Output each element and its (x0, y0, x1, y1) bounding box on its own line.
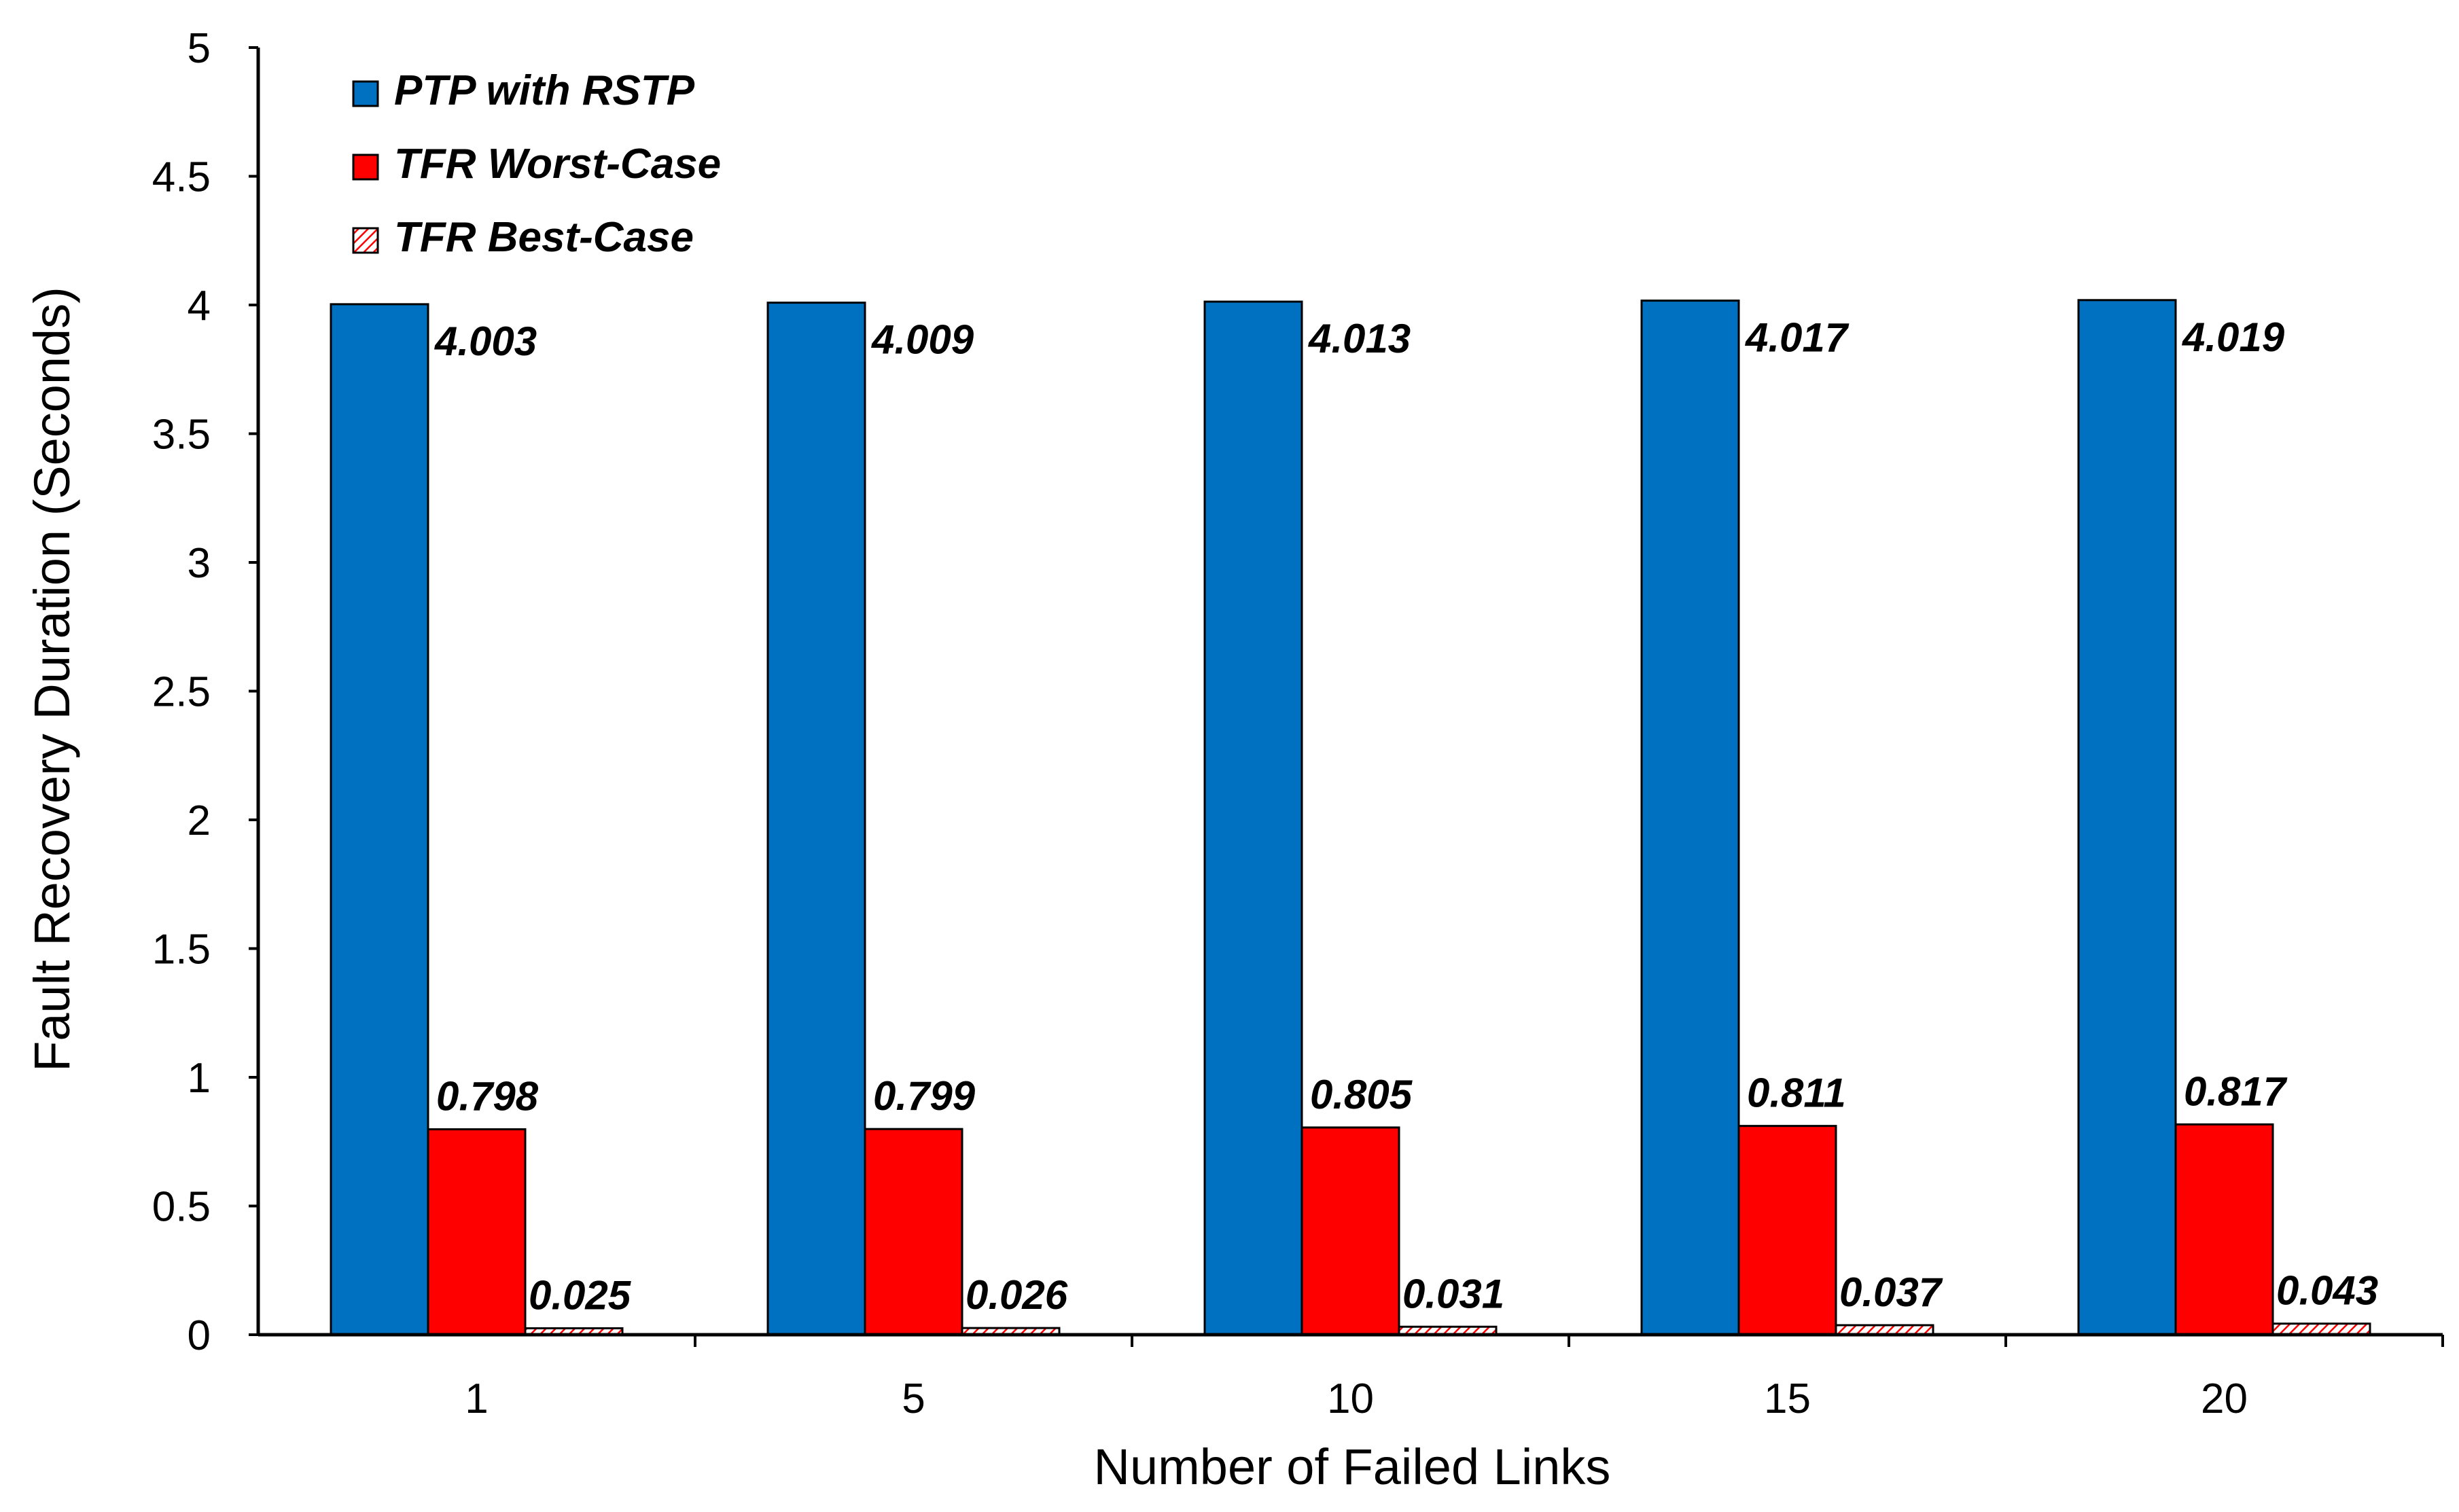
x-tick-label-20: 20 (2201, 1375, 2248, 1422)
x-tick-label-15: 15 (1764, 1375, 1811, 1422)
data-label-series-0-cat-15: 4.017 (1745, 315, 1850, 361)
y-tick-label-3: 3 (188, 540, 211, 587)
y-tick-label-1.5: 1.5 (152, 926, 211, 973)
bar-series-0-cat-20 (2077, 299, 2177, 1336)
bar-series-0-cat-1 (330, 303, 429, 1336)
bar-series-0-cat-10 (1203, 300, 1303, 1336)
data-label-series-0-cat-5: 4.009 (871, 317, 974, 363)
y-tick-label-4: 4 (188, 283, 211, 329)
data-label-series-2-cat-15: 0.037 (1839, 1270, 1943, 1315)
data-label-series-1-cat-15: 0.811 (1747, 1070, 1846, 1116)
data-label-series-1-cat-10: 0.805 (1310, 1072, 1413, 1117)
bar-series-1-cat-20 (2174, 1123, 2274, 1336)
y-tick-label-4.5: 4.5 (152, 154, 211, 201)
y-tick-label-1: 1 (188, 1055, 211, 1102)
data-label-series-0-cat-10: 4.013 (1308, 316, 1411, 361)
y-tick-label-3.5: 3.5 (152, 412, 211, 458)
bar-series-0-cat-15 (1640, 300, 1740, 1336)
bar-series-1-cat-5 (864, 1128, 963, 1336)
x-tick-label-5: 5 (902, 1375, 925, 1422)
legend-swatch-2 (352, 227, 379, 254)
data-label-series-1-cat-5: 0.799 (873, 1073, 976, 1119)
bar-series-1-cat-1 (427, 1128, 527, 1336)
legend-swatch-0 (352, 80, 379, 107)
legend-swatch-1 (352, 154, 379, 181)
y-axis-title: Fault Recovery Duration (Seconds) (24, 287, 80, 1072)
x-tick-label-10: 10 (1327, 1375, 1374, 1422)
y-tick-label-0: 0 (188, 1312, 211, 1359)
y-tick-label-0.5: 0.5 (152, 1184, 211, 1231)
data-label-series-2-cat-20: 0.043 (2276, 1268, 2378, 1314)
bar-series-1-cat-15 (1737, 1125, 1837, 1336)
legend: PTP with RSTP TFR Worst-Case TFR Best-Case (352, 67, 721, 261)
legend-label-1: TFR Worst-Case (394, 141, 721, 187)
data-label-series-2-cat-1: 0.025 (529, 1273, 632, 1318)
bars-group (330, 299, 2371, 1336)
data-labels-group: 4.003 0.798 0.025 4.009 0.799 0.026 4.013 0.805… (434, 314, 2378, 1318)
data-label-series-2-cat-10: 0.031 (1402, 1271, 1504, 1316)
data-label-series-1-cat-20: 0.817 (2184, 1068, 2288, 1114)
data-label-series-1-cat-1: 0.798 (436, 1074, 539, 1119)
legend-label-2: TFR Best-Case (394, 214, 694, 261)
y-tick-label-2.5: 2.5 (152, 669, 211, 716)
y-tick-label-5: 5 (188, 25, 211, 72)
y-tick-label-2: 2 (188, 797, 211, 844)
data-label-series-0-cat-20: 4.019 (2182, 314, 2285, 360)
bar-series-0-cat-5 (766, 302, 866, 1336)
data-label-series-0-cat-1: 4.003 (434, 319, 537, 364)
legend-label-0: PTP with RSTP (394, 67, 695, 114)
x-axis-title: Number of Failed Links (1094, 1439, 1611, 1495)
x-tick-label-1: 1 (465, 1375, 488, 1422)
data-label-series-2-cat-5: 0.026 (966, 1272, 1068, 1318)
bar-series-1-cat-10 (1301, 1126, 1400, 1336)
